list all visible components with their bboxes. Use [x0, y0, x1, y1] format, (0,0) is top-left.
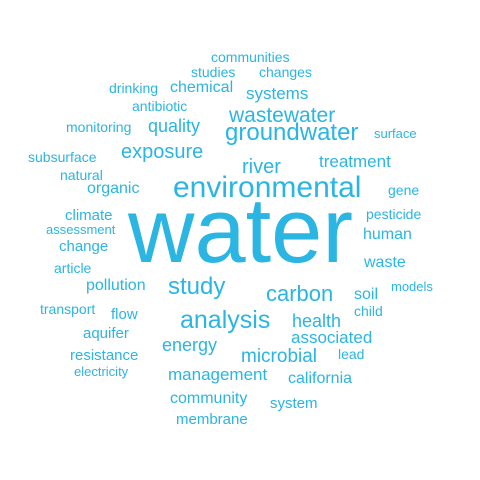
cloud-word-transport: transport — [40, 301, 96, 317]
cloud-word-chemical: chemical — [170, 79, 234, 96]
cloud-word-environmental: environmental — [173, 171, 362, 204]
cloud-word-treatment: treatment — [319, 152, 391, 171]
cloud-word-lead: lead — [338, 346, 365, 362]
cloud-word-study: study — [168, 273, 226, 300]
cloud-word-child: child — [354, 303, 383, 319]
cloud-word-aquifer: aquifer — [83, 325, 129, 342]
cloud-word-associated: associated — [291, 328, 373, 347]
cloud-word-drinking: drinking — [109, 80, 159, 96]
cloud-word-systems: systems — [246, 84, 309, 103]
cloud-word-subsurface: subsurface — [28, 149, 97, 165]
cloud-word-changes: changes — [259, 64, 312, 80]
cloud-word-assessment: assessment — [46, 222, 116, 237]
cloud-word-flow: flow — [111, 306, 138, 323]
cloud-word-organic: organic — [87, 180, 140, 197]
cloud-word-communities: communities — [211, 49, 290, 65]
cloud-word-resistance: resistance — [70, 347, 139, 364]
cloud-word-pollution: pollution — [86, 277, 146, 294]
cloud-word-membrane: membrane — [176, 411, 248, 428]
cloud-word-electricity: electricity — [74, 364, 129, 379]
cloud-word-groundwater: groundwater — [225, 119, 359, 146]
cloud-word-natural: natural — [60, 167, 103, 183]
cloud-word-microbial: microbial — [241, 346, 318, 367]
cloud-word-analysis: analysis — [180, 306, 271, 334]
cloud-word-quality: quality — [148, 116, 201, 136]
cloud-word-wastewater: wastewater — [229, 104, 336, 127]
cloud-word-pesticide: pesticide — [366, 206, 422, 222]
cloud-word-water: water — [128, 180, 353, 282]
cloud-word-soil: soil — [354, 286, 379, 303]
cloud-word-monitoring: monitoring — [66, 119, 132, 135]
cloud-word-article: article — [54, 260, 92, 276]
cloud-word-change: change — [59, 238, 109, 255]
cloud-word-studies: studies — [191, 64, 236, 80]
cloud-word-surface: surface — [374, 126, 417, 141]
cloud-word-human: human — [363, 226, 412, 243]
cloud-word-system: system — [270, 395, 318, 412]
cloud-word-exposure: exposure — [121, 141, 204, 163]
cloud-word-gene: gene — [388, 182, 420, 198]
cloud-word-river: river — [242, 156, 281, 178]
cloud-word-management: management — [168, 365, 268, 384]
cloud-word-models: models — [391, 279, 433, 294]
cloud-word-health: health — [292, 311, 342, 331]
cloud-word-california: california — [288, 370, 353, 387]
cloud-word-carbon: carbon — [266, 281, 334, 306]
cloud-word-antibiotic: antibiotic — [132, 98, 188, 114]
cloud-word-energy: energy — [162, 335, 218, 355]
cloud-word-climate: climate — [65, 207, 113, 224]
cloud-word-community: community — [170, 390, 248, 407]
cloud-word-waste: waste — [364, 254, 406, 271]
